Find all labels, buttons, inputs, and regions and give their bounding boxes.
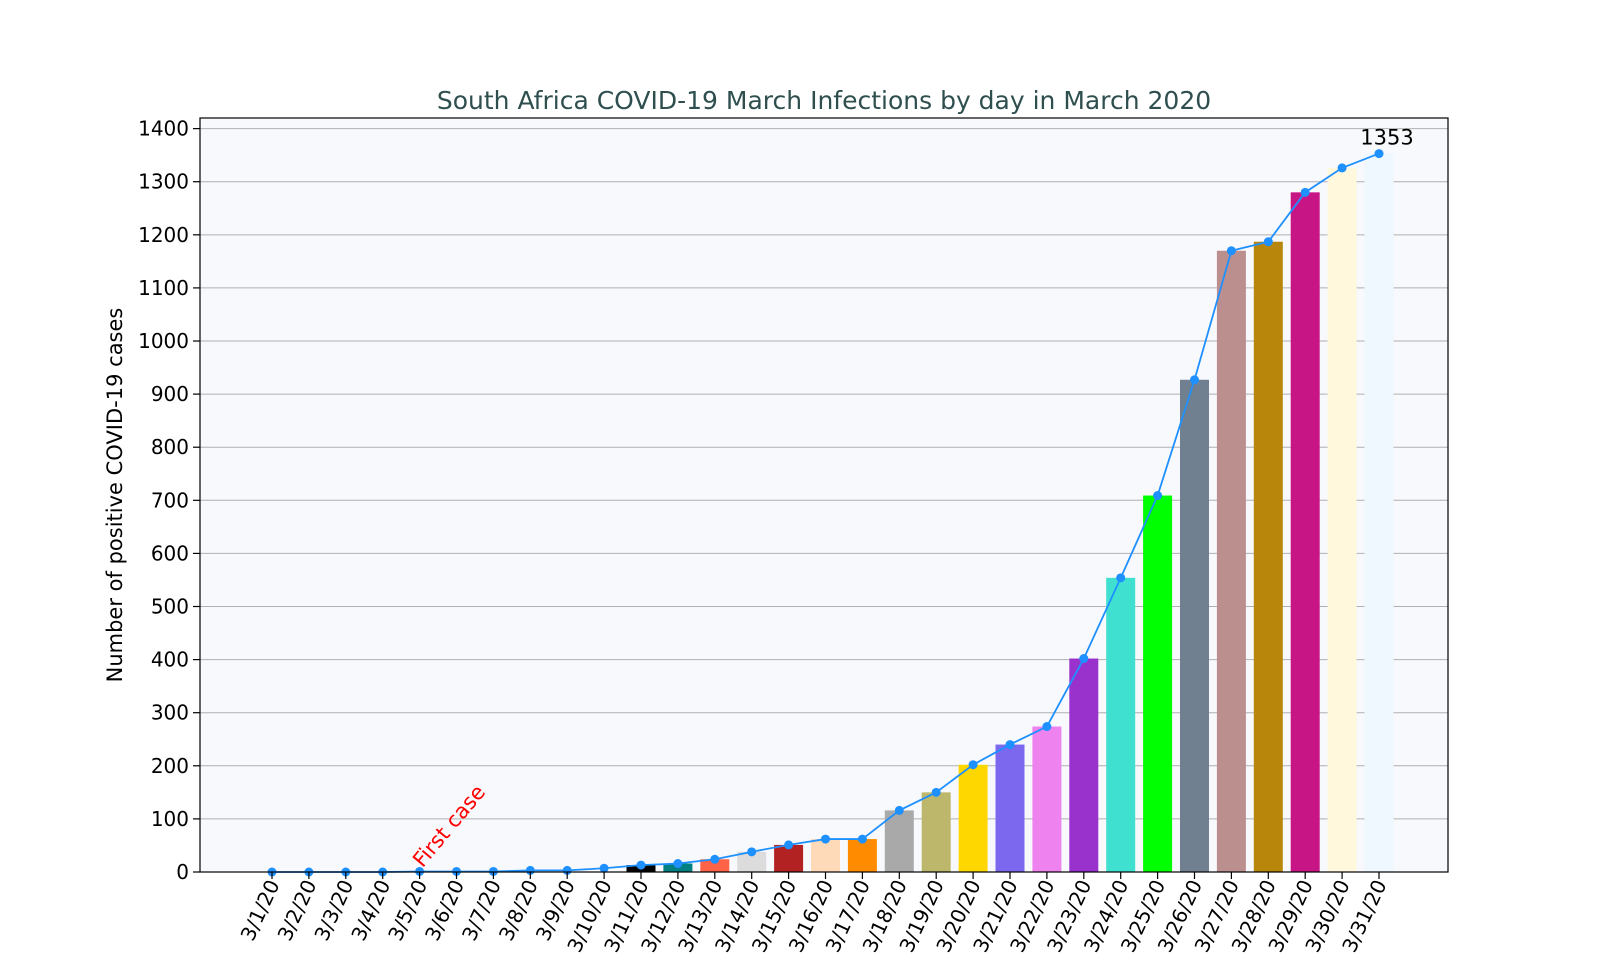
data-point — [784, 840, 794, 850]
data-point — [1116, 573, 1126, 583]
y-tick-label: 300 — [151, 701, 189, 725]
data-point — [1300, 187, 1310, 197]
bar — [1069, 658, 1099, 872]
data-point — [599, 863, 609, 873]
y-tick-label: 200 — [151, 754, 189, 778]
y-tick-label: 800 — [151, 435, 189, 459]
data-point — [1005, 740, 1015, 750]
bar — [700, 859, 730, 872]
bar — [847, 839, 877, 872]
bar — [884, 810, 914, 872]
data-point — [1263, 237, 1273, 247]
data-point — [857, 834, 867, 844]
data-point — [931, 787, 941, 797]
data-point — [562, 865, 572, 875]
data-point — [636, 860, 646, 870]
data-point — [968, 760, 978, 770]
y-tick-label: 1300 — [138, 170, 189, 194]
bar — [811, 839, 840, 872]
bar — [737, 851, 767, 872]
y-tick-label: 400 — [151, 648, 189, 672]
data-point — [821, 834, 830, 844]
data-point — [1190, 375, 1199, 385]
y-tick-label: 600 — [151, 541, 189, 565]
bar-series — [405, 153, 1394, 873]
y-tick-label: 1200 — [138, 223, 189, 247]
plot-frame — [199, 117, 1449, 873]
data-point — [1226, 246, 1236, 256]
data-point — [1079, 654, 1089, 664]
data-point — [894, 805, 904, 815]
data-point — [1042, 722, 1052, 732]
bar — [995, 744, 1025, 872]
x-axis: 3/1/203/2/203/3/203/4/203/5/203/6/203/7/… — [236, 872, 1392, 956]
bar — [774, 844, 804, 872]
data-point — [747, 847, 757, 857]
data-point — [525, 865, 535, 875]
max-value-annotation: 1353 — [1360, 126, 1413, 150]
bar — [1032, 726, 1062, 872]
y-tick-label: 0 — [176, 860, 189, 884]
data-point — [1374, 149, 1384, 159]
y-tick-label: 1000 — [138, 329, 189, 353]
bar — [1216, 250, 1246, 873]
y-axis-label: Number of positive COVID-19 cases — [103, 308, 127, 683]
data-point — [1337, 163, 1347, 173]
bar — [958, 764, 988, 872]
bar — [1364, 153, 1394, 872]
bar — [921, 792, 951, 872]
y-tick-label: 1100 — [138, 276, 189, 300]
bar — [1327, 167, 1357, 873]
y-tick-label: 900 — [151, 382, 189, 406]
y-tick-label: 1400 — [138, 117, 189, 141]
y-axis: 0 100 200 300 400 500 600 700 800 900 1000 1100 1200… — [138, 117, 200, 884]
data-point — [710, 854, 720, 864]
data-point — [673, 859, 683, 869]
y-tick-label: 100 — [151, 807, 189, 831]
y-tick-label: 500 — [151, 595, 189, 619]
bar — [1253, 241, 1283, 872]
bar — [1143, 495, 1173, 872]
bar — [1290, 192, 1320, 873]
bar — [1180, 379, 1209, 872]
chart-title: South Africa COVID-19 March Infections b… — [437, 86, 1211, 115]
bar — [1106, 577, 1136, 872]
data-point — [1153, 491, 1163, 501]
y-tick-label: 700 — [151, 488, 189, 512]
